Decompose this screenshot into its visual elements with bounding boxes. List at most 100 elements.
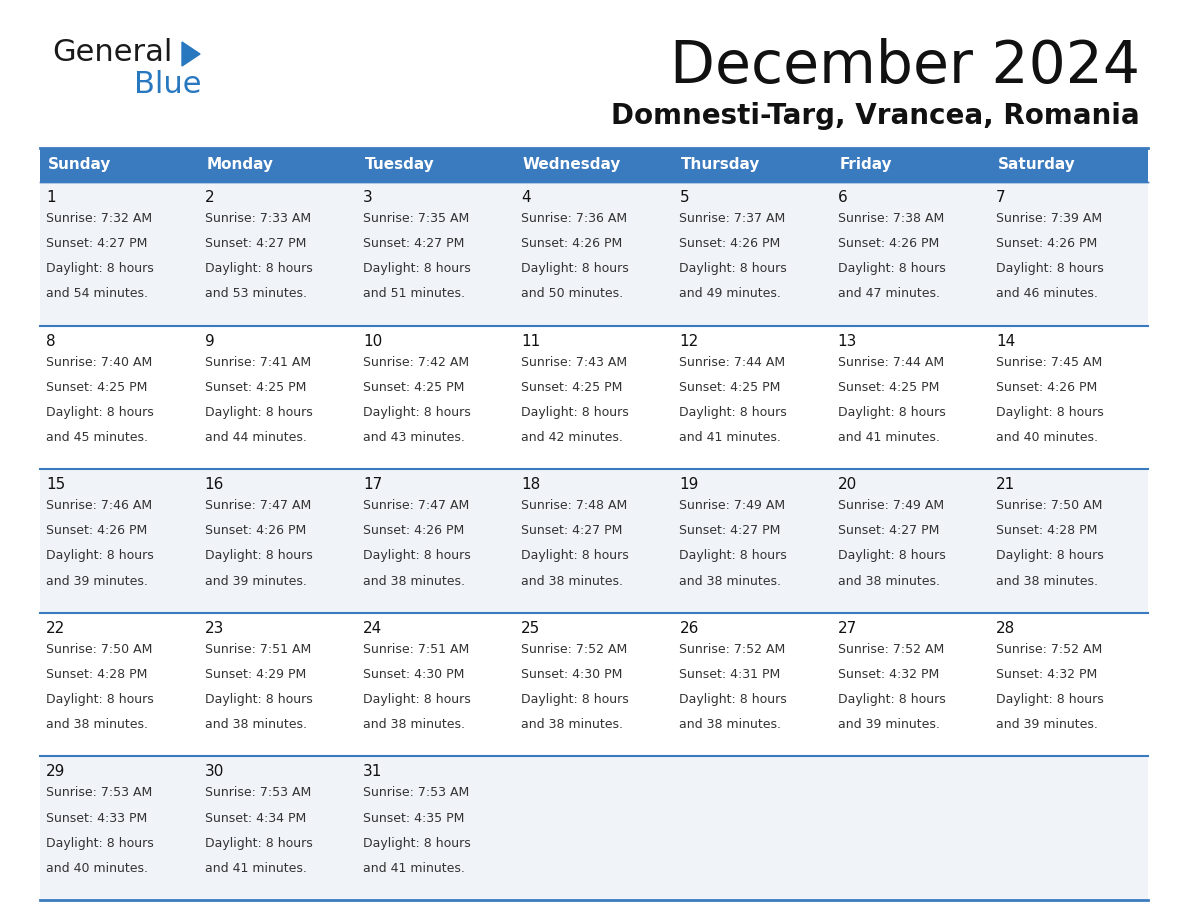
Text: Daylight: 8 hours: Daylight: 8 hours: [46, 836, 154, 850]
Text: Sunrise: 7:51 AM: Sunrise: 7:51 AM: [204, 643, 311, 655]
Text: and 39 minutes.: and 39 minutes.: [204, 575, 307, 588]
Bar: [40, 613, 1148, 756]
Text: 30: 30: [204, 765, 225, 779]
Text: 25: 25: [522, 621, 541, 636]
Text: Sunset: 4:25 PM: Sunset: 4:25 PM: [362, 381, 465, 394]
Bar: [40, 148, 198, 182]
Text: Daylight: 8 hours: Daylight: 8 hours: [204, 836, 312, 850]
Text: 4: 4: [522, 190, 531, 205]
Text: Sunrise: 7:53 AM: Sunrise: 7:53 AM: [362, 787, 469, 800]
Text: Sunset: 4:32 PM: Sunset: 4:32 PM: [996, 668, 1098, 681]
Text: Daylight: 8 hours: Daylight: 8 hours: [838, 550, 946, 563]
Text: December 2024: December 2024: [670, 38, 1140, 95]
Text: 3: 3: [362, 190, 373, 205]
Text: Sunset: 4:26 PM: Sunset: 4:26 PM: [996, 237, 1098, 250]
Text: 14: 14: [996, 333, 1016, 349]
Text: Sunrise: 7:50 AM: Sunrise: 7:50 AM: [996, 499, 1102, 512]
Text: 23: 23: [204, 621, 225, 636]
Text: 24: 24: [362, 621, 383, 636]
Text: Sunset: 4:26 PM: Sunset: 4:26 PM: [46, 524, 147, 537]
Text: 20: 20: [838, 477, 857, 492]
Text: Daylight: 8 hours: Daylight: 8 hours: [680, 406, 788, 419]
Text: 31: 31: [362, 765, 383, 779]
Text: and 38 minutes.: and 38 minutes.: [522, 718, 624, 732]
Text: Sunrise: 7:42 AM: Sunrise: 7:42 AM: [362, 355, 469, 369]
Text: and 53 minutes.: and 53 minutes.: [204, 287, 307, 300]
Text: 26: 26: [680, 621, 699, 636]
Text: Sunrise: 7:52 AM: Sunrise: 7:52 AM: [680, 643, 785, 655]
Text: Sunset: 4:34 PM: Sunset: 4:34 PM: [204, 812, 305, 824]
Text: Blue: Blue: [134, 70, 202, 99]
Text: Sunset: 4:25 PM: Sunset: 4:25 PM: [680, 381, 781, 394]
Text: Sunset: 4:33 PM: Sunset: 4:33 PM: [46, 812, 147, 824]
Text: 16: 16: [204, 477, 225, 492]
Text: Daylight: 8 hours: Daylight: 8 hours: [362, 550, 470, 563]
Bar: [514, 148, 674, 182]
Text: and 40 minutes.: and 40 minutes.: [996, 431, 1098, 444]
Text: and 47 minutes.: and 47 minutes.: [838, 287, 940, 300]
Text: Sunrise: 7:44 AM: Sunrise: 7:44 AM: [838, 355, 944, 369]
Text: Daylight: 8 hours: Daylight: 8 hours: [204, 550, 312, 563]
Text: and 51 minutes.: and 51 minutes.: [362, 287, 465, 300]
Text: Daylight: 8 hours: Daylight: 8 hours: [680, 263, 788, 275]
Text: and 38 minutes.: and 38 minutes.: [838, 575, 940, 588]
Text: 11: 11: [522, 333, 541, 349]
Text: Sunrise: 7:53 AM: Sunrise: 7:53 AM: [204, 787, 311, 800]
Text: Sunset: 4:26 PM: Sunset: 4:26 PM: [680, 237, 781, 250]
Text: and 41 minutes.: and 41 minutes.: [680, 431, 782, 444]
Bar: [40, 182, 1148, 326]
Text: Sunset: 4:35 PM: Sunset: 4:35 PM: [362, 812, 465, 824]
Text: 15: 15: [46, 477, 65, 492]
Text: Sunset: 4:26 PM: Sunset: 4:26 PM: [838, 237, 939, 250]
Text: Sunrise: 7:44 AM: Sunrise: 7:44 AM: [680, 355, 785, 369]
Text: 27: 27: [838, 621, 857, 636]
Text: and 46 minutes.: and 46 minutes.: [996, 287, 1098, 300]
Text: Daylight: 8 hours: Daylight: 8 hours: [46, 550, 154, 563]
Bar: [40, 469, 1148, 613]
Text: Daylight: 8 hours: Daylight: 8 hours: [838, 693, 946, 706]
Text: General: General: [52, 38, 172, 67]
Text: Daylight: 8 hours: Daylight: 8 hours: [996, 406, 1104, 419]
Text: Sunset: 4:28 PM: Sunset: 4:28 PM: [996, 524, 1098, 537]
Text: Daylight: 8 hours: Daylight: 8 hours: [46, 263, 154, 275]
Text: and 39 minutes.: and 39 minutes.: [838, 718, 940, 732]
Text: Daylight: 8 hours: Daylight: 8 hours: [204, 263, 312, 275]
Text: Daylight: 8 hours: Daylight: 8 hours: [996, 693, 1104, 706]
Text: 28: 28: [996, 621, 1016, 636]
Text: and 40 minutes.: and 40 minutes.: [46, 862, 148, 875]
Text: Sunset: 4:27 PM: Sunset: 4:27 PM: [204, 237, 307, 250]
Bar: [198, 148, 356, 182]
Text: Sunrise: 7:52 AM: Sunrise: 7:52 AM: [838, 643, 944, 655]
Text: and 38 minutes.: and 38 minutes.: [680, 575, 782, 588]
Text: and 38 minutes.: and 38 minutes.: [204, 718, 307, 732]
Text: Sunset: 4:28 PM: Sunset: 4:28 PM: [46, 668, 147, 681]
Text: Sunrise: 7:47 AM: Sunrise: 7:47 AM: [362, 499, 469, 512]
Text: Sunset: 4:26 PM: Sunset: 4:26 PM: [204, 524, 305, 537]
Text: Monday: Monday: [207, 158, 273, 173]
Text: Daylight: 8 hours: Daylight: 8 hours: [522, 263, 628, 275]
Text: 8: 8: [46, 333, 56, 349]
Text: 10: 10: [362, 333, 383, 349]
Text: Daylight: 8 hours: Daylight: 8 hours: [204, 693, 312, 706]
Text: Sunrise: 7:33 AM: Sunrise: 7:33 AM: [204, 212, 311, 225]
Text: Sunday: Sunday: [48, 158, 112, 173]
Text: and 45 minutes.: and 45 minutes.: [46, 431, 148, 444]
Text: Sunset: 4:29 PM: Sunset: 4:29 PM: [204, 668, 305, 681]
Text: Sunset: 4:25 PM: Sunset: 4:25 PM: [204, 381, 307, 394]
Text: Sunrise: 7:41 AM: Sunrise: 7:41 AM: [204, 355, 311, 369]
Text: 2: 2: [204, 190, 214, 205]
Text: Daylight: 8 hours: Daylight: 8 hours: [362, 693, 470, 706]
Text: Thursday: Thursday: [681, 158, 760, 173]
Text: Daylight: 8 hours: Daylight: 8 hours: [362, 836, 470, 850]
Bar: [674, 148, 832, 182]
Text: and 38 minutes.: and 38 minutes.: [46, 718, 148, 732]
Text: and 50 minutes.: and 50 minutes.: [522, 287, 624, 300]
Text: and 43 minutes.: and 43 minutes.: [362, 431, 465, 444]
Text: Daylight: 8 hours: Daylight: 8 hours: [362, 406, 470, 419]
Text: and 49 minutes.: and 49 minutes.: [680, 287, 782, 300]
Text: 9: 9: [204, 333, 214, 349]
Text: Daylight: 8 hours: Daylight: 8 hours: [522, 406, 628, 419]
Text: Sunrise: 7:35 AM: Sunrise: 7:35 AM: [362, 212, 469, 225]
Text: 21: 21: [996, 477, 1016, 492]
Bar: [40, 756, 1148, 900]
